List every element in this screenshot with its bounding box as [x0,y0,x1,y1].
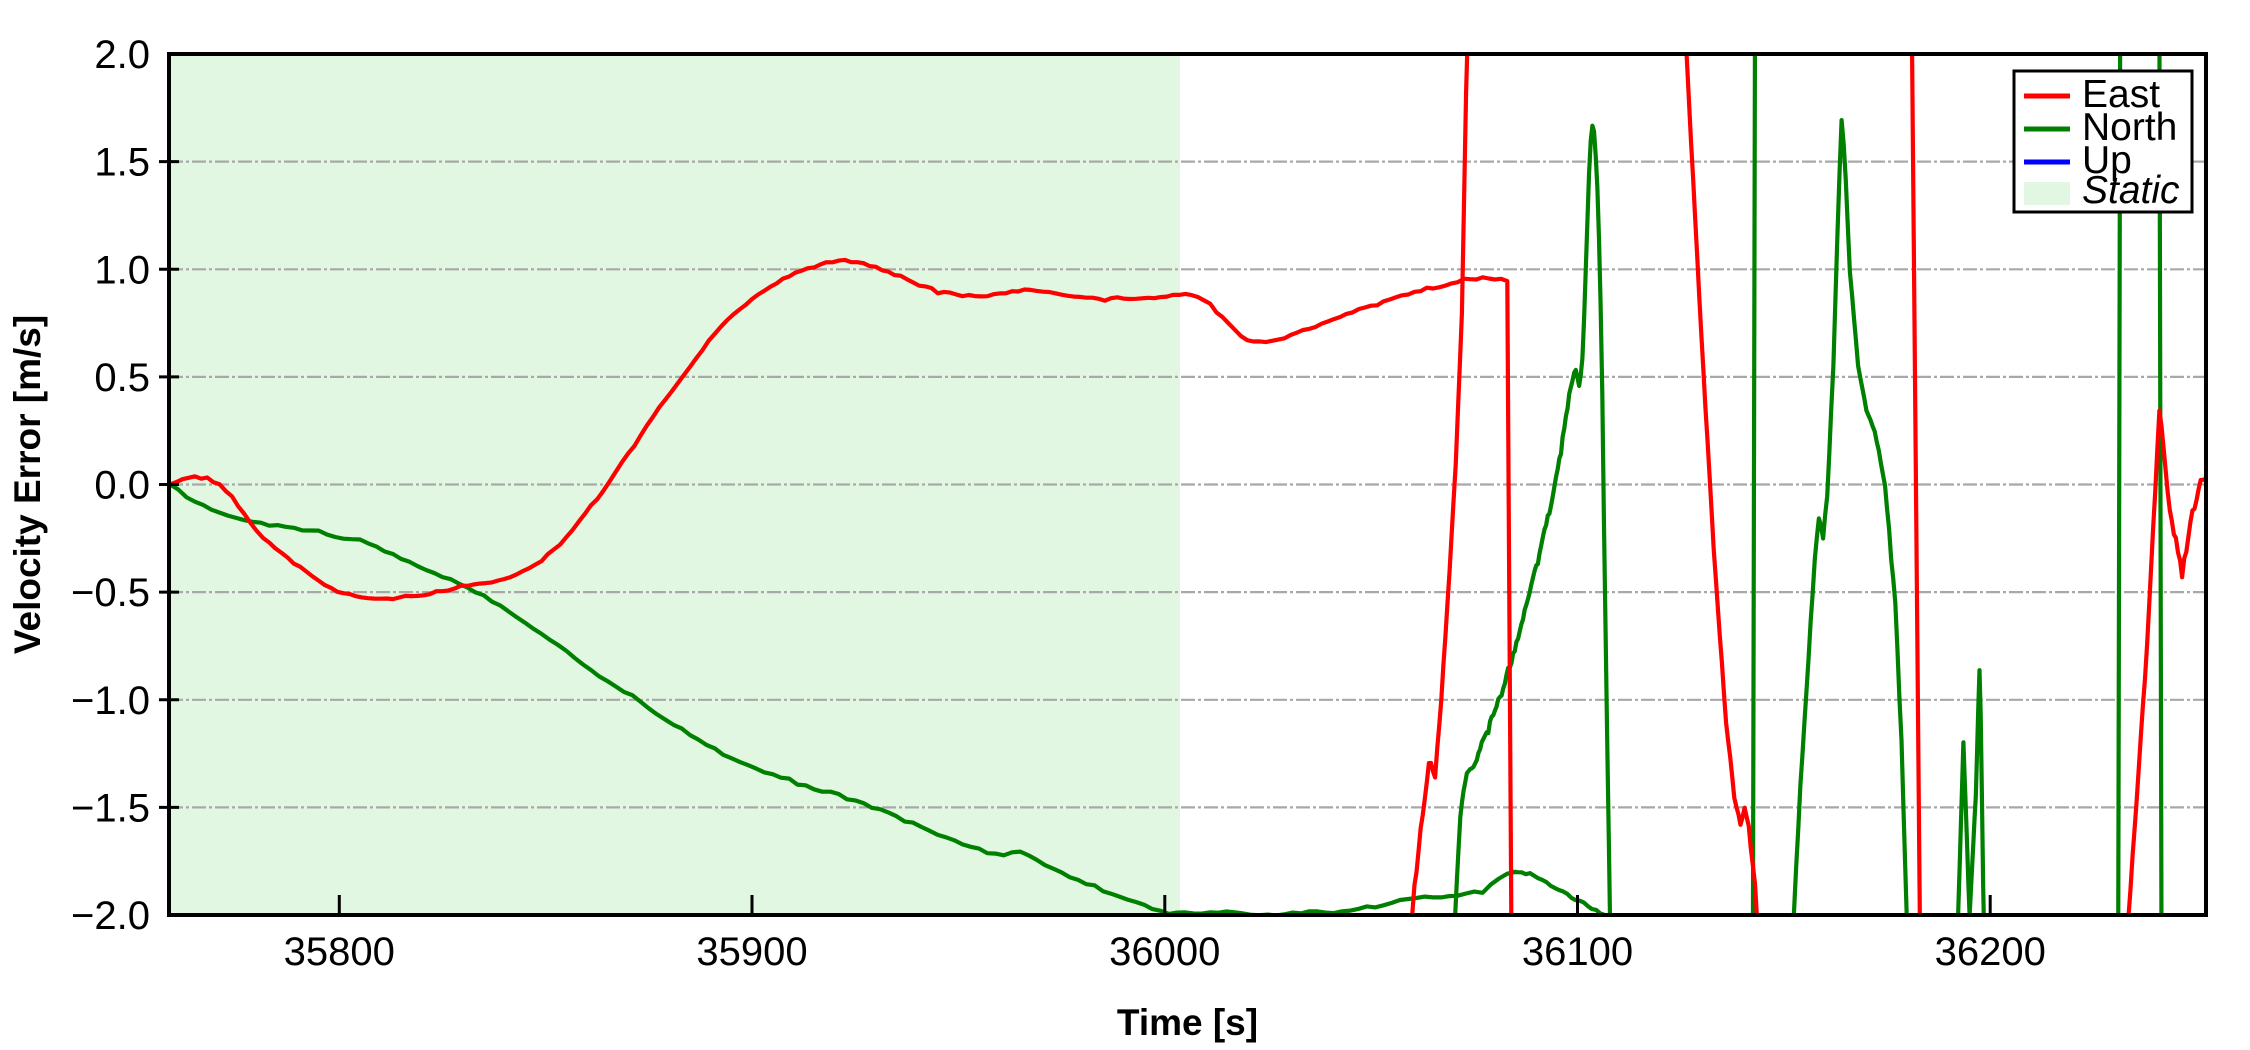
svg-text:Static: Static [2082,169,2180,212]
svg-text:Time [s]: Time [s] [1117,1002,1258,1043]
svg-text:Velocity Error [m/s]: Velocity Error [m/s] [7,315,48,654]
svg-text:35900: 35900 [696,930,807,974]
svg-text:1.5: 1.5 [94,141,150,185]
svg-text:0.5: 0.5 [94,356,150,400]
svg-text:1.0: 1.0 [94,248,150,292]
svg-text:36200: 36200 [1935,930,2046,974]
svg-text:−1.5: −1.5 [71,786,150,830]
svg-text:−1.0: −1.0 [71,679,150,723]
svg-text:0.0: 0.0 [94,464,150,508]
svg-text:2.0: 2.0 [94,33,150,77]
svg-text:35800: 35800 [284,930,395,974]
svg-text:36100: 36100 [1522,930,1633,974]
svg-text:36000: 36000 [1109,930,1220,974]
svg-text:−0.5: −0.5 [71,571,150,615]
svg-text:−2.0: −2.0 [71,894,150,938]
